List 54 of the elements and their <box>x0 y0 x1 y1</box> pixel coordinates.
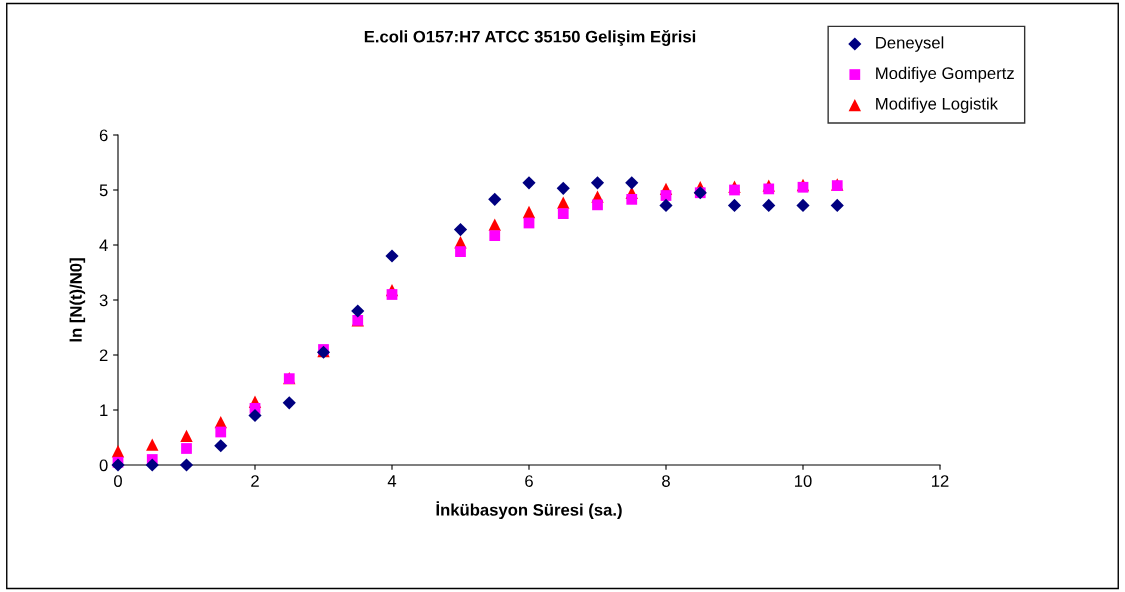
point <box>111 458 125 472</box>
point <box>111 445 125 458</box>
point <box>762 198 776 212</box>
point <box>625 176 639 190</box>
point <box>351 304 365 318</box>
point <box>592 199 603 211</box>
x-tick-label: 2 <box>251 475 259 487</box>
point <box>214 439 228 453</box>
x-tick-label: 12 <box>932 475 949 487</box>
point <box>181 443 192 454</box>
point <box>626 193 638 205</box>
y-tick-label: 0 <box>99 459 108 472</box>
point <box>455 246 466 257</box>
y-tick-label: 1 <box>100 404 108 417</box>
x-tick-label: 6 <box>525 475 533 487</box>
point <box>179 458 194 472</box>
point <box>727 198 742 212</box>
y-tick-label: 5 <box>99 184 108 197</box>
x-tick-label: 8 <box>662 475 670 487</box>
point <box>557 208 569 220</box>
point <box>590 176 605 190</box>
legend-label: Modifiye Logistik <box>876 97 999 113</box>
legend-label: Deneysel <box>876 36 944 52</box>
point <box>796 198 810 212</box>
point <box>489 230 501 242</box>
point <box>660 190 672 201</box>
legend-label: Modifiye Gompertz <box>876 66 1014 83</box>
point <box>522 176 536 190</box>
point <box>488 192 502 206</box>
point <box>453 223 468 237</box>
point <box>385 249 399 263</box>
point <box>763 183 775 195</box>
point <box>522 205 536 219</box>
chart-title: E.coli O157:H7 ATCC 35150 Gelişim Eğrisi <box>364 30 696 46</box>
point <box>386 289 398 300</box>
point <box>180 429 193 443</box>
point <box>659 198 673 212</box>
point <box>215 426 227 438</box>
x-axis-title: İnkübasyon Süresi (sa.) <box>436 501 622 520</box>
x-tick-label: 10 <box>795 475 812 487</box>
y-tick-label: 6 <box>99 129 108 142</box>
y-tick-label: 2 <box>99 349 108 362</box>
point <box>556 181 570 195</box>
x-tick-label: 0 <box>114 475 122 487</box>
x-tick-label: 4 <box>387 475 397 487</box>
point <box>729 184 740 196</box>
point <box>146 438 159 451</box>
y-axis-title: ln [N(t)/N0] <box>69 258 86 342</box>
point <box>145 458 159 472</box>
point <box>282 396 296 410</box>
point <box>830 198 844 212</box>
y-tick-label: 3 <box>99 294 108 307</box>
y-tick-label: 4 <box>99 239 108 252</box>
point <box>248 408 262 423</box>
